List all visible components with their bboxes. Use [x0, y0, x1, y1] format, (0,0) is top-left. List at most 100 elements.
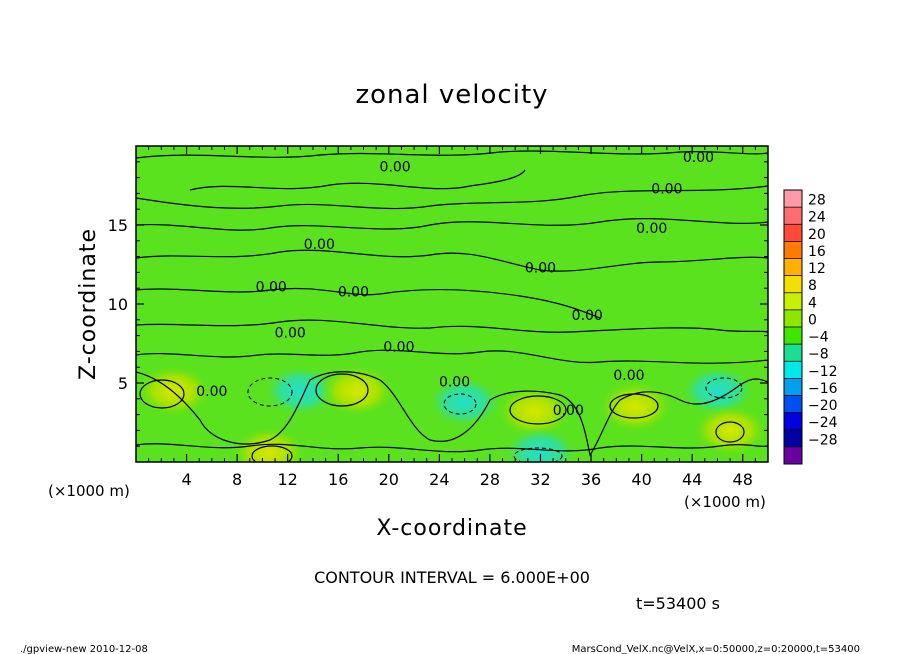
contour-line [136, 287, 601, 319]
colorbar-swatch [784, 412, 802, 431]
colorbar-label: 20 [808, 227, 826, 243]
colorbar-swatch [784, 241, 802, 259]
contour-line [609, 393, 659, 419]
colorbar-swatch [784, 275, 802, 294]
colorbar-swatch [784, 361, 802, 379]
colorbar-label: −16 [808, 381, 838, 397]
colorbar-label: 28 [808, 193, 826, 209]
x-tick-label: 16 [328, 470, 348, 489]
x-tick-label: 32 [530, 470, 550, 489]
colorbar-label: −28 [808, 432, 838, 448]
colorbar-swatch [784, 224, 802, 242]
contour-line [443, 393, 477, 415]
contour-label: 0.00 [380, 160, 411, 176]
contour-line [715, 421, 745, 443]
contour-labels: 0.00 0.00 0.00 0.00 0.00 0.00 0.00 0.00 0.00 0.00… [196, 150, 714, 419]
colorbar-swatch [784, 378, 802, 396]
y-tick-label: 10 [108, 295, 128, 314]
colorbar-swatch [784, 344, 802, 362]
colorbar-swatch [784, 395, 802, 414]
colorbar-swatch [784, 190, 802, 208]
colorbar-label: 24 [808, 210, 826, 226]
colorbar-label: 8 [808, 278, 817, 294]
x-tick-label: 48 [733, 470, 753, 489]
contour-line [136, 185, 768, 210]
contour-label: 0.00 [338, 284, 369, 300]
contour-line [251, 445, 293, 462]
negative-contours [247, 377, 743, 462]
contour-label: 0.00 [525, 261, 556, 277]
colorbar-label: −24 [808, 415, 838, 431]
contour-line [315, 373, 369, 407]
contour-line [136, 218, 768, 231]
x-tick-label: 28 [480, 470, 500, 489]
contour-label: 0.00 [651, 182, 682, 198]
contour-label: 0.00 [304, 237, 335, 253]
y-axis-ticks: 5 10 15 [108, 161, 768, 447]
contour-line [705, 377, 743, 399]
x-tick-label: 24 [429, 470, 449, 489]
colorbar-swatch [784, 292, 802, 311]
x-axis-unit-right: (×1000 m) [684, 493, 766, 511]
contour-label: 0.00 [613, 368, 644, 384]
y-tick-label: 15 [108, 216, 128, 235]
x-axis-ticks: 4 8 12 16 20 24 28 32 36 40 44 48 [148, 146, 756, 489]
plot-area: 0.00 0.00 0.00 0.00 0.00 0.00 0.00 0.00 0.00 0.00… [136, 146, 768, 462]
footer-right: MarsCond_VelX.nc@VelX,x=0:50000,z=0:2000… [572, 644, 860, 654]
contour-label: 0.00 [196, 384, 227, 400]
time-text: t=53400 s [636, 594, 720, 613]
colorbar-label: −8 [808, 347, 829, 363]
contour-line [136, 349, 768, 364]
colorbar-label: −4 [808, 330, 829, 346]
y-tick-label: 5 [118, 374, 128, 393]
colorbar-label: 16 [808, 244, 826, 260]
y-axis-label: Z-coordinate [76, 228, 101, 380]
contour-interval-text: CONTOUR INTERVAL = 6.000E+00 [314, 568, 590, 587]
colorbar-label: 12 [808, 261, 826, 277]
colorbar-swatch [784, 446, 802, 465]
x-axis-label: X-coordinate [376, 516, 527, 541]
contour-line [139, 379, 185, 409]
contour-label: 0.00 [275, 325, 306, 341]
contour-line [136, 319, 768, 333]
contour-label: 0.00 [636, 221, 667, 237]
colorbar-label: −12 [808, 364, 838, 380]
positive-anomaly [692, 404, 768, 457]
x-tick-label: 12 [278, 470, 298, 489]
negative-anomaly [502, 426, 579, 462]
contour-label: 0.00 [383, 340, 414, 356]
contour-label: 0.00 [256, 280, 287, 296]
contour-label: 0.00 [439, 374, 470, 390]
x-tick-label: 40 [631, 470, 651, 489]
contour-label: 0.00 [572, 308, 603, 324]
x-tick-label: 20 [379, 470, 399, 489]
positive-anomaly [136, 364, 212, 417]
contour-line [136, 249, 768, 272]
x-tick-label: 4 [181, 470, 191, 489]
contour-label: 0.00 [553, 403, 584, 419]
colorbar-swatch [784, 309, 802, 328]
x-tick-label: 36 [581, 470, 601, 489]
footer-left: ./gpview-new 2010-12-08 [20, 644, 148, 654]
chart-title: zonal velocity [355, 80, 548, 110]
negative-anomaly [426, 375, 503, 428]
contour-line [513, 447, 563, 462]
x-axis-unit-left: (×1000 m) [48, 482, 130, 500]
contour-line [189, 169, 526, 191]
colorbar-swatch [784, 429, 802, 448]
colorbar-label: 4 [808, 295, 817, 311]
contour-lines [136, 150, 768, 462]
colorbar-label: 0 [808, 312, 817, 328]
colorbar-swatch [784, 327, 802, 345]
contour-line [136, 443, 768, 453]
positive-anomaly [597, 380, 674, 433]
field-features [136, 364, 768, 462]
colorbar-swatch [784, 258, 802, 277]
contour-line [247, 377, 293, 407]
x-tick-label: 44 [682, 470, 702, 489]
colorbar-label: −20 [808, 398, 838, 414]
colorbar-swatch [784, 207, 802, 225]
x-tick-label: 8 [232, 470, 242, 489]
